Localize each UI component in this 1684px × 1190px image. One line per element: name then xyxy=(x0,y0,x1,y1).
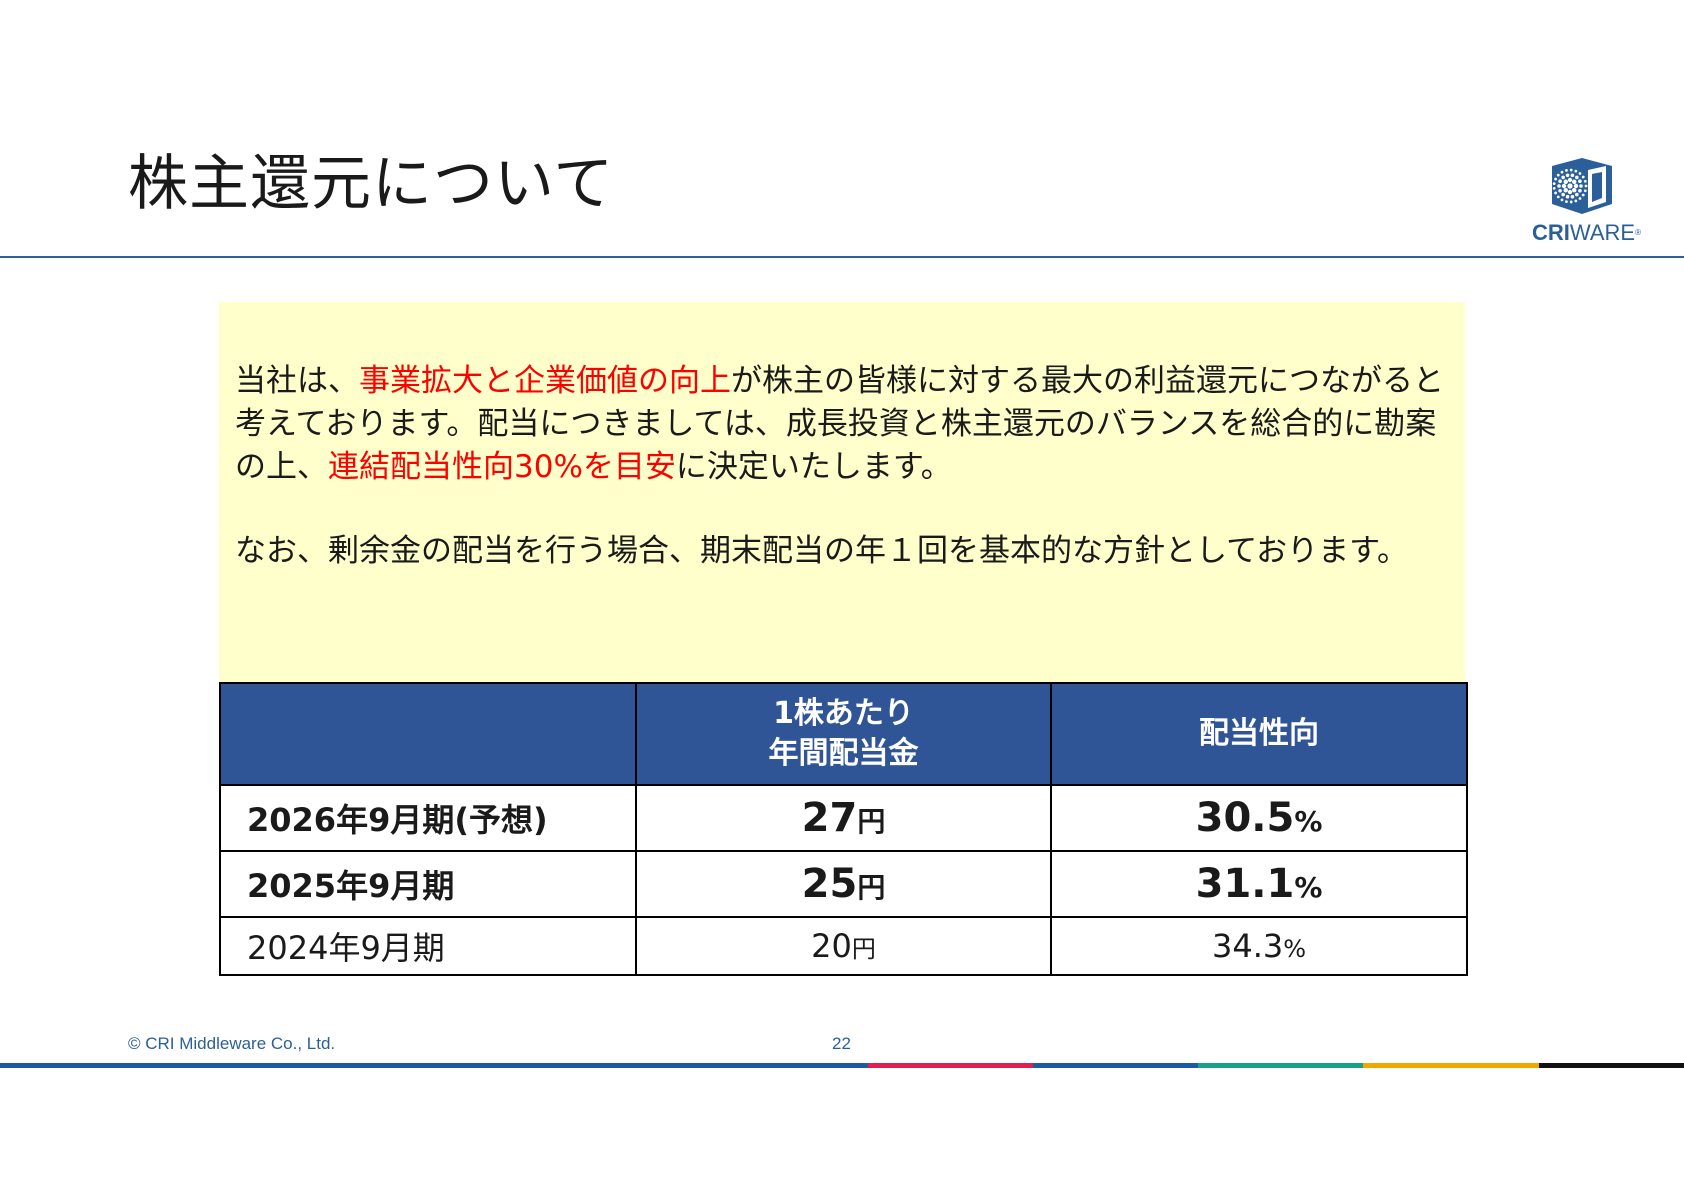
footer-bar-segment xyxy=(1539,1063,1684,1068)
criware-logo-text: CRIWARE® xyxy=(1532,220,1641,245)
dividend-cell: 20円 xyxy=(635,916,1052,976)
payout-cell: 30.5% xyxy=(1050,784,1468,852)
header-payout-ratio: 配当性向 xyxy=(1050,682,1468,786)
policy-paragraph-2: なお、剰余金の配当を行う場合、期末配当の年１回を基本的な方針としております。 xyxy=(235,533,1409,569)
period-cell: 2025年9月期 xyxy=(219,850,637,918)
header-annual-dividend: 1株あたり 年間配当金 xyxy=(635,682,1052,786)
header-period xyxy=(219,682,637,786)
period-cell: 2024年9月期 xyxy=(219,916,637,976)
footer-bar-segment xyxy=(0,1063,868,1068)
table-row: 2024年9月期 20円 34.3% xyxy=(219,916,1468,976)
period-cell: 2026年9月期(予想) xyxy=(219,784,637,852)
title-divider xyxy=(0,256,1684,258)
dividend-table: 1株あたり 年間配当金 配当性向 2026年9月期(予想) 27円 30.5% … xyxy=(219,682,1468,976)
dividend-cell: 27円 xyxy=(635,784,1052,852)
criware-logo-icon xyxy=(1552,158,1612,214)
policy-paragraph-1: 当社は、事業拡大と企業価値の向上が株主の皆様に対する最大の利益還元につながると考… xyxy=(235,363,1444,485)
footer-bar-segment xyxy=(1198,1063,1363,1068)
footer-bar-segment xyxy=(868,1063,1033,1068)
payout-cell: 34.3% xyxy=(1050,916,1468,976)
dividend-policy-box: 当社は、事業拡大と企業価値の向上が株主の皆様に対する最大の利益還元につながると考… xyxy=(219,302,1465,682)
table-row: 2025年9月期 25円 31.1% xyxy=(219,850,1468,918)
page-title: 株主還元について xyxy=(128,149,615,219)
footer-bar-segment xyxy=(1363,1063,1539,1068)
payout-cell: 31.1% xyxy=(1050,850,1468,918)
footer-color-bar xyxy=(0,1063,1684,1068)
dividend-cell: 25円 xyxy=(635,850,1052,918)
footer-bar-segment xyxy=(1033,1063,1198,1068)
table-header-row: 1株あたり 年間配当金 配当性向 xyxy=(219,682,1468,786)
table-row: 2026年9月期(予想) 27円 30.5% xyxy=(219,784,1468,852)
footer-copyright: © CRI Middleware Co., Ltd. xyxy=(128,1034,336,1053)
page-number: 22 xyxy=(832,1034,851,1053)
